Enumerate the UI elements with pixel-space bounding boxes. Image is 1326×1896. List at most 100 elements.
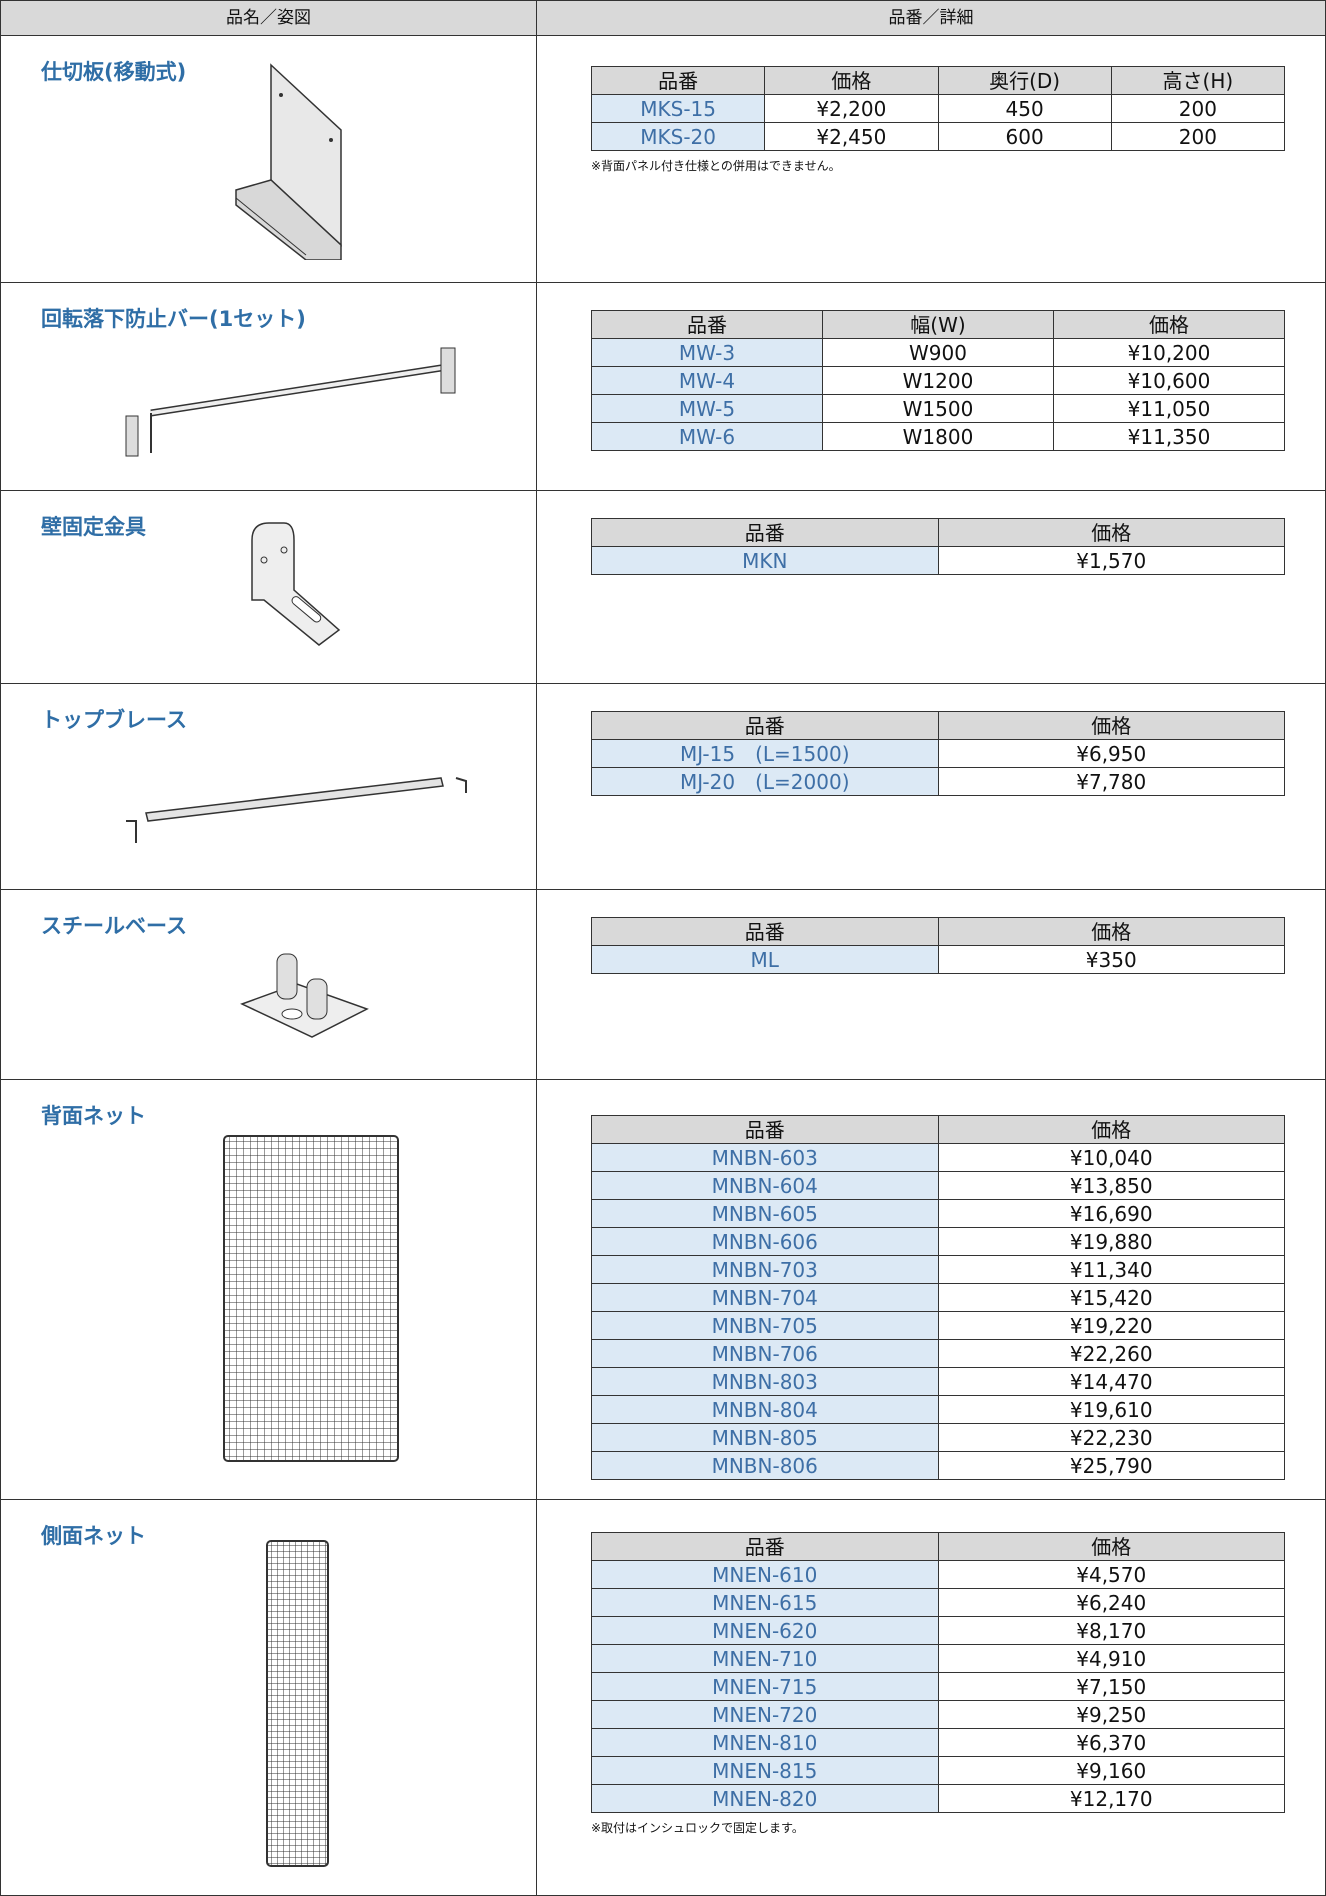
- price-table: 品番 価格 MJ-15 (L=1500) ¥6,950 MJ-20 (L=2000) ¥7…: [591, 711, 1285, 796]
- table-row: MW-4 W1200 ¥10,600: [591, 366, 1285, 395]
- product-code: MJ-15 (L=1500): [591, 739, 939, 768]
- table-cell: W1200: [822, 366, 1054, 395]
- table-cell: W1800: [822, 422, 1054, 451]
- table-row: MNEN-810 ¥6,370: [591, 1728, 1285, 1757]
- header-cell: 価格: [764, 66, 939, 95]
- product-code: MW-5: [591, 394, 823, 423]
- product-row: 側面ネット 品番 価格 MNEN-610 ¥4,570 MNEN-615 ¥6,240 MNE…: [1, 1500, 1325, 1896]
- table-row: MKS-20 ¥2,450 600 200: [590, 122, 1286, 151]
- table-cell: ¥22,230: [937, 1423, 1285, 1452]
- price-table: 品番 幅(W) 価格 MW-3 W900 ¥10,200 MW-4 W1200 ¥10,600 M…: [591, 310, 1285, 451]
- product-row: 背面ネット 品番 価格 MNBN-603 ¥10,040 MNBN-604 ¥13,850 M…: [1, 1080, 1325, 1500]
- table-row: MNBN-606 ¥19,880: [591, 1227, 1285, 1256]
- table-cell: ¥11,340: [937, 1255, 1285, 1284]
- table-row: MNEN-615 ¥6,240: [591, 1588, 1285, 1617]
- header-cell: 価格: [937, 1532, 1285, 1561]
- table-cell: ¥9,160: [937, 1756, 1285, 1785]
- table-row: MNBN-805 ¥22,230: [591, 1423, 1285, 1452]
- table-row: MNBN-806 ¥25,790: [591, 1451, 1285, 1480]
- table-header-row: 品番 価格: [591, 518, 1285, 547]
- table-cell: ¥16,690: [937, 1199, 1285, 1228]
- product-code: MNBN-705: [591, 1311, 939, 1340]
- header-cell: 品番: [590, 66, 766, 95]
- product-code: MNBN-803: [591, 1367, 939, 1396]
- price-table: 品番 価格 MNEN-610 ¥4,570 MNEN-615 ¥6,240 MNEN-620…: [591, 1532, 1285, 1813]
- product-code: MNEN-710: [591, 1644, 939, 1673]
- table-row: MNEN-715 ¥7,150: [591, 1672, 1285, 1701]
- table-row: MKS-15 ¥2,200 450 200: [590, 94, 1286, 123]
- product-code: MNBN-603: [591, 1143, 939, 1172]
- product-illustration: [222, 1134, 400, 1467]
- detail-cell: 品番 価格 MNEN-610 ¥4,570 MNEN-615 ¥6,240 MNEN-620…: [591, 1532, 1285, 1836]
- table-row: MNEN-610 ¥4,570: [591, 1560, 1285, 1589]
- table-cell: ¥11,050: [1053, 394, 1285, 423]
- header-cell: 品番: [591, 518, 939, 547]
- table-row: MW-3 W900 ¥10,200: [591, 338, 1285, 367]
- product-cell: 回転落下防止バー(1セット): [1, 283, 537, 490]
- detail-cell: 品番 価格 MNBN-603 ¥10,040 MNBN-604 ¥13,850 MNBN-6…: [591, 1115, 1285, 1480]
- detail-cell: 品番 価格 ML ¥350: [591, 917, 1285, 974]
- table-cell: ¥7,780: [937, 767, 1285, 796]
- table-row: MNBN-705 ¥19,220: [591, 1311, 1285, 1340]
- header-cell: 価格: [1053, 310, 1285, 339]
- product-row: スチールベース 品番 価格 ML ¥350: [1, 890, 1325, 1080]
- table-row: ML ¥350: [591, 945, 1285, 974]
- table-cell: ¥10,600: [1053, 366, 1285, 395]
- header-cell: 品番: [591, 711, 939, 740]
- detail-cell: 品番 幅(W) 価格 MW-3 W900 ¥10,200 MW-4 W1200 ¥10,600 M…: [591, 310, 1285, 451]
- header-cell: 幅(W): [822, 310, 1054, 339]
- price-table: 品番 価格 MNBN-603 ¥10,040 MNBN-604 ¥13,850 MNBN-6…: [591, 1115, 1285, 1480]
- product-code: MNBN-804: [591, 1395, 939, 1424]
- product-illustration: [121, 338, 471, 472]
- table-row: MNEN-720 ¥9,250: [591, 1700, 1285, 1729]
- product-code: MNBN-606: [591, 1227, 939, 1256]
- product-code: MKS-20: [590, 122, 766, 151]
- table-row: MNBN-706 ¥22,260: [591, 1339, 1285, 1368]
- table-header-row: 品番 価格: [591, 1532, 1285, 1561]
- table-cell: ¥22,260: [937, 1339, 1285, 1368]
- table-cell: ¥6,370: [937, 1728, 1285, 1757]
- table-cell: ¥19,220: [937, 1311, 1285, 1340]
- table-cell: 200: [1110, 94, 1286, 123]
- header-cell: 価格: [937, 1115, 1285, 1144]
- product-code: MKN: [591, 546, 939, 575]
- product-code: MNEN-720: [591, 1700, 939, 1729]
- product-code: MNBN-805: [591, 1423, 939, 1452]
- product-name: 側面ネット: [41, 1524, 146, 1548]
- table-row: MNBN-704 ¥15,420: [591, 1283, 1285, 1312]
- note: ※取付はインシュロックで固定します。: [591, 1821, 804, 1835]
- table-cell: ¥9,250: [937, 1700, 1285, 1729]
- product-code: MNEN-820: [591, 1784, 939, 1813]
- detail-cell: 品番 価格 MKN ¥1,570: [591, 518, 1285, 575]
- product-code: MW-4: [591, 366, 823, 395]
- table-header-row: 品番 価格: [591, 917, 1285, 946]
- table-cell: ¥15,420: [937, 1283, 1285, 1312]
- header-cell: 品番: [591, 1532, 939, 1561]
- column-header: 品番／詳細: [537, 0, 1325, 36]
- product-name: 背面ネット: [41, 1104, 146, 1128]
- product-illustration: [231, 60, 351, 264]
- table-row: MJ-15 (L=1500) ¥6,950: [591, 739, 1285, 768]
- table-row: MKN ¥1,570: [591, 546, 1285, 575]
- table-header-row: 品番 価格: [591, 711, 1285, 740]
- price-table: 品番 価格 ML ¥350: [591, 917, 1285, 974]
- product-code: MNEN-615: [591, 1588, 939, 1617]
- product-name: 回転落下防止バー(1セット): [41, 307, 306, 331]
- table-cell: 200: [1110, 122, 1286, 151]
- header-cell: 価格: [937, 711, 1285, 740]
- product-cell: 仕切板(移動式): [1, 36, 537, 282]
- table-cell: ¥14,470: [937, 1367, 1285, 1396]
- product-cell: スチールベース: [1, 890, 537, 1079]
- product-code: MKS-15: [590, 94, 766, 123]
- table-cell: ¥10,040: [937, 1143, 1285, 1172]
- table-cell: ¥4,570: [937, 1560, 1285, 1589]
- product-code: MNEN-810: [591, 1728, 939, 1757]
- table-cell: ¥7,150: [937, 1672, 1285, 1701]
- product-cell: 背面ネット: [1, 1080, 537, 1499]
- product-code: MNEN-620: [591, 1616, 939, 1645]
- table-row: MNEN-710 ¥4,910: [591, 1644, 1285, 1673]
- product-code: MNEN-715: [591, 1672, 939, 1701]
- product-code: MW-6: [591, 422, 823, 451]
- table-row: MNBN-603 ¥10,040: [591, 1143, 1285, 1172]
- column-header: 品名／姿図: [1, 0, 537, 36]
